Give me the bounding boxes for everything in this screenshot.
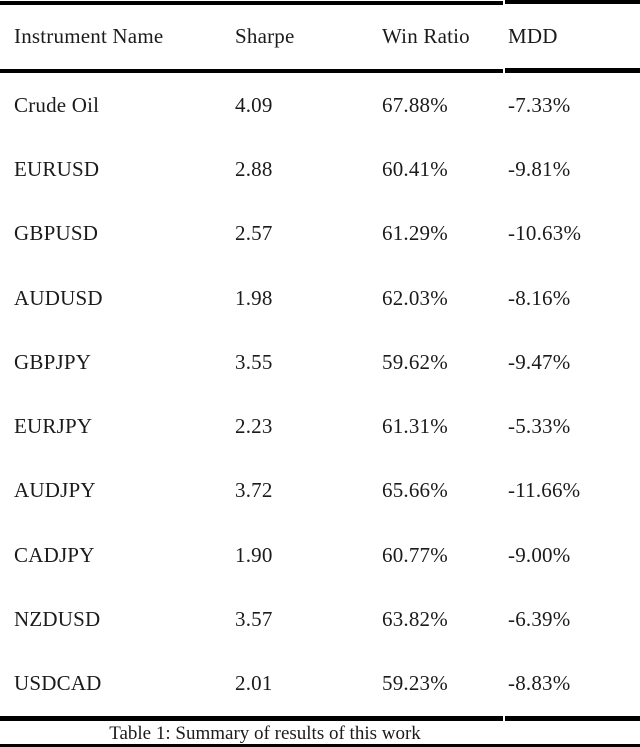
sharpe-value: 3.57	[235, 607, 273, 632]
table-row: NZDUSD 3.57 63.82% -6.39%	[0, 587, 640, 651]
column-header-sharpe: Sharpe	[235, 24, 295, 48]
table-bottom-rule-segment	[505, 716, 640, 721]
mdd-value: -10.63%	[508, 221, 582, 246]
table-row: AUDJPY 3.72 65.66% -11.66%	[0, 459, 640, 523]
sharpe-value: 2.23	[235, 414, 273, 439]
table-row: Crude Oil 4.09 67.88% -7.33%	[0, 73, 640, 137]
instrument-name: GBPJPY	[14, 349, 92, 374]
table-row: AUDUSD 1.98 62.03% -8.16%	[0, 266, 640, 330]
sharpe-value: 2.01	[235, 671, 273, 696]
instrument-name: GBPUSD	[14, 221, 99, 246]
mdd-value: -8.16%	[508, 285, 571, 310]
instrument-name: CADJPY	[14, 542, 95, 567]
sharpe-value: 4.09	[235, 92, 273, 117]
column-header-win-ratio: Win Ratio	[382, 24, 470, 48]
mdd-value: -5.33%	[508, 414, 571, 439]
win-ratio-value: 62.03%	[382, 285, 448, 310]
win-ratio-value: 61.31%	[382, 414, 448, 439]
win-ratio-value: 59.23%	[382, 671, 448, 696]
table-row: GBPJPY 3.55 59.62% -9.47%	[0, 330, 640, 394]
column-header-mdd: MDD	[508, 24, 558, 48]
win-ratio-value: 59.62%	[382, 349, 448, 374]
table-caption: Table 1: Summary of results of this work	[109, 723, 421, 744]
sharpe-value: 2.88	[235, 156, 273, 181]
instrument-name: EURJPY	[14, 414, 93, 439]
mdd-value: -9.47%	[508, 349, 571, 374]
table-header-row: Instrument Name Sharpe Win Ratio MDD	[0, 5, 640, 68]
instrument-name: AUDJPY	[14, 478, 96, 503]
table-body: Crude Oil 4.09 67.88% -7.33% EURUSD 2.88…	[0, 73, 640, 716]
table-row: GBPUSD 2.57 61.29% -10.63%	[0, 202, 640, 266]
win-ratio-value: 67.88%	[382, 92, 448, 117]
instrument-name: EURUSD	[14, 156, 100, 181]
table-row: CADJPY 1.90 60.77% -9.00%	[0, 523, 640, 587]
instrument-name: USDCAD	[14, 671, 102, 696]
table-top-rule-segment	[505, 0, 640, 4]
win-ratio-value: 61.29%	[382, 221, 448, 246]
table-mid-rule-segment	[505, 68, 640, 73]
sharpe-value: 1.98	[235, 285, 273, 310]
mdd-value: -9.00%	[508, 542, 571, 567]
mdd-value: -6.39%	[508, 607, 571, 632]
win-ratio-value: 65.66%	[382, 478, 448, 503]
page-bottom-edge-rule	[0, 744, 640, 747]
instrument-name: AUDUSD	[14, 285, 103, 310]
table-row: EURUSD 2.88 60.41% -9.81%	[0, 137, 640, 201]
instrument-name: NZDUSD	[14, 607, 101, 632]
mdd-value: -7.33%	[508, 92, 571, 117]
sharpe-value: 3.55	[235, 349, 273, 374]
mdd-value: -9.81%	[508, 156, 571, 181]
table-top-rule	[0, 1, 503, 5]
column-header-instrument-name: Instrument Name	[14, 24, 164, 48]
win-ratio-value: 63.82%	[382, 607, 448, 632]
table-mid-rule	[0, 69, 503, 73]
mdd-value: -11.66%	[508, 478, 581, 503]
table-row: EURJPY 2.23 61.31% -5.33%	[0, 395, 640, 459]
table-row: USDCAD 2.01 59.23% -8.83%	[0, 652, 640, 716]
mdd-value: -8.83%	[508, 671, 571, 696]
table-bottom-rule	[0, 716, 503, 721]
win-ratio-value: 60.77%	[382, 542, 448, 567]
sharpe-value: 1.90	[235, 542, 273, 567]
sharpe-value: 3.72	[235, 478, 273, 503]
sharpe-value: 2.57	[235, 221, 273, 246]
instrument-name: Crude Oil	[14, 92, 100, 117]
win-ratio-value: 60.41%	[382, 156, 448, 181]
